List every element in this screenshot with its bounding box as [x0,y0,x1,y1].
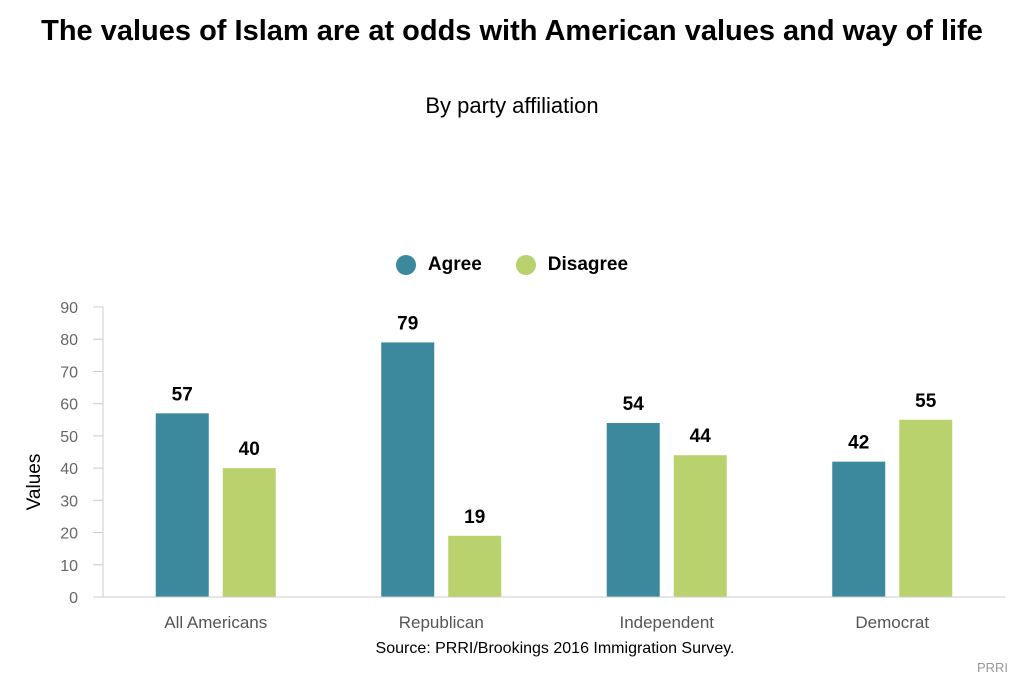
y-tick-label: 70 [60,364,78,381]
data-label: 54 [623,394,645,415]
bar-disagree-democrat[interactable] [899,419,953,597]
chart-title: The values of Islam are at odds with Ame… [41,15,983,47]
chart-subtitle: By party affiliation [425,93,599,118]
y-tick-label: 80 [60,332,78,349]
bar-disagree-independent[interactable] [673,455,727,597]
bar-agree-all-americans[interactable] [155,413,209,597]
legend-label-agree: Agree [427,254,482,275]
data-label: 55 [915,391,937,412]
y-tick-label: 60 [60,397,78,414]
data-label: 44 [690,426,712,447]
x-tick-label: Independent [619,613,714,632]
bar-disagree-all-americans[interactable] [222,468,276,597]
data-label: 79 [397,313,418,334]
y-tick-label: 30 [60,493,78,510]
credit-label: PRRI [976,660,1008,675]
data-label: 57 [172,384,193,405]
legend-label-disagree: Disagree [547,254,629,275]
y-axis: 0 10 20 30 40 50 60 70 80 90 Values [24,300,104,607]
x-axis: All Americans Republican Independent Democr… [103,596,1005,632]
y-tick-label: 50 [60,429,78,446]
data-label: 40 [239,439,260,460]
bar-agree-democrat[interactable] [832,461,886,597]
x-tick-label: All Americans [164,613,267,632]
bar-disagree-republican[interactable] [448,535,502,597]
bar-agree-republican[interactable] [381,342,435,597]
legend: Agree Disagree [0,254,1024,276]
legend-swatch-disagree [515,255,536,275]
y-axis-title: Values [24,454,45,511]
x-tick-label: Republican [399,613,484,632]
source-note: Source: PRRI/Brookings 2016 Immigration … [375,640,735,657]
bars: 57 40 79 19 54 44 42 55 [155,313,953,597]
y-tick-label: 90 [60,300,78,317]
y-tick-label: 40 [60,461,78,478]
legend-swatch-agree [395,255,416,275]
legend-item-agree[interactable]: Agree [395,254,482,276]
bar-agree-independent[interactable] [606,423,660,597]
y-tick-label: 0 [69,590,78,607]
y-tick-label: 10 [60,558,78,575]
x-tick-label: Democrat [855,613,929,632]
data-label: 19 [464,507,485,528]
y-tick-label: 20 [60,526,78,543]
legend-item-disagree[interactable]: Disagree [515,254,629,276]
data-label: 42 [848,433,869,454]
